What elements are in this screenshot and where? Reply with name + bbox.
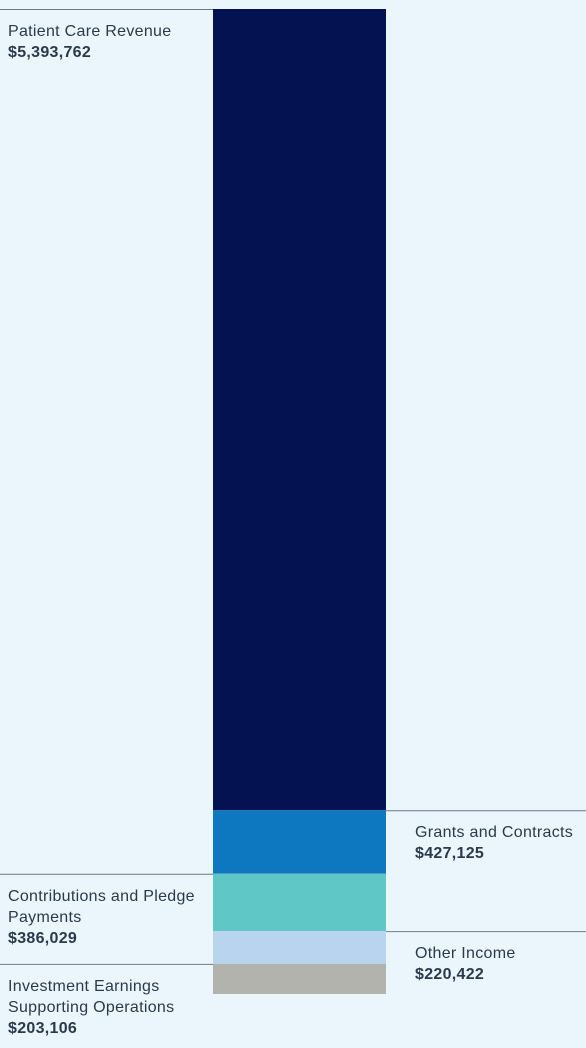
segment-name: Grants and Contracts <box>415 824 574 842</box>
segment-name: Patient Care Revenue <box>8 23 172 40</box>
segment-label-grants-and-contracts: Grants and Contracts $427,125 <box>415 822 580 864</box>
bar-segment-investment-earnings-supporting-operations <box>213 963 386 994</box>
segment-label-other-income: Other Income $220,422 <box>415 943 580 985</box>
segment-name: Other Income <box>415 945 516 963</box>
segment-label-patient-care-revenue: Patient Care Revenue $5,393,762 <box>8 21 208 63</box>
segment-value: $220,422 <box>415 966 485 984</box>
segment-label-investment-earnings-supporting-operations: Investment Earnings Supporting Operation… <box>8 976 208 1039</box>
bar-segment-patient-care-revenue <box>213 9 386 811</box>
segment-value: $5,393,762 <box>8 44 92 61</box>
bar-segment-contributions-and-pledge-payments <box>213 873 386 932</box>
segment-value: $203,106 <box>8 1019 78 1037</box>
segment-label-contributions-and-pledge-payments: Contributions and Pledge Payments $386,02… <box>8 886 208 949</box>
segment-value: $427,125 <box>415 845 485 863</box>
segment-name: Contributions and Pledge Payments <box>8 887 195 926</box>
segment-value: $386,029 <box>8 929 78 947</box>
bar-segment-grants-and-contracts <box>213 810 386 874</box>
bar-segment-other-income <box>213 931 386 964</box>
segment-name: Investment Earnings Supporting Operation… <box>8 977 175 1016</box>
